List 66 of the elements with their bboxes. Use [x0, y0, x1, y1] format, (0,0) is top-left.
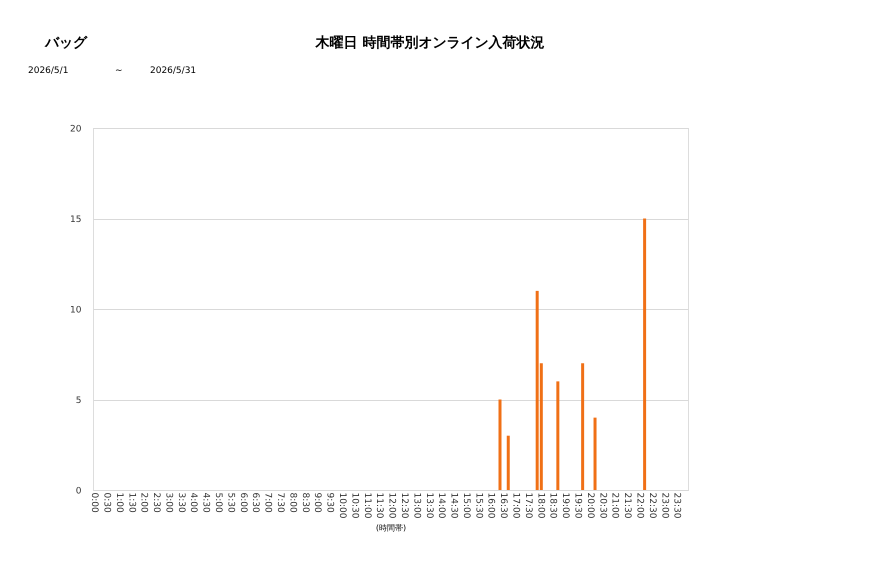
x-tick-label: 5:00: [213, 492, 224, 513]
bar: [643, 218, 646, 490]
x-tick-label: 1:30: [126, 492, 136, 513]
bar: [581, 363, 584, 490]
x-tick-label: 13:00: [411, 492, 422, 519]
y-tick-label: 20: [70, 124, 82, 134]
x-tick-label: 13:30: [424, 492, 434, 519]
bar: [498, 400, 502, 490]
x-tick-label: 2:30: [151, 492, 162, 513]
x-tick-label: 22:30: [646, 492, 657, 519]
x-tick-label: 1:00: [114, 492, 124, 513]
x-tick-label: 16:30: [498, 492, 508, 519]
x-tick-label: 15:00: [460, 492, 471, 519]
x-tick-label: 4:30: [200, 492, 211, 513]
bar: [594, 418, 597, 490]
x-tick-label: 6:00: [238, 492, 248, 513]
text: バッグ: [44, 35, 88, 51]
x-tick-label: 20:30: [597, 492, 608, 519]
x-tick-label: 14:30: [448, 492, 459, 519]
y-tick-label: 10: [70, 306, 82, 316]
x-tick-label: 11:00: [362, 492, 372, 519]
x-tick-label: 20:00: [584, 492, 595, 519]
x-tick-label: 7:00: [262, 492, 273, 513]
x-tick-label: 17:00: [510, 492, 521, 519]
x-tick-label: 11:30: [374, 492, 384, 519]
y-tick-label: 0: [76, 486, 82, 496]
text: ~: [115, 66, 123, 76]
x-tick-label: 6:30: [250, 492, 260, 513]
y-tick-label: 5: [76, 396, 82, 406]
x-tick-label: 10:30: [349, 492, 360, 519]
x-tick-label: 23:30: [672, 492, 682, 519]
x-tick-label: 18:00: [535, 492, 546, 519]
x-tick-label: 16:00: [486, 492, 496, 519]
x-tick-label: 22:00: [634, 492, 644, 519]
x-tick-label: 9:30: [324, 492, 335, 513]
bar: [506, 436, 510, 490]
x-tick-label: 21:00: [610, 492, 620, 519]
x-tick-label: 8:00: [287, 492, 298, 513]
x-tick-label: 10:00: [336, 492, 347, 519]
text: 2026/5/1: [28, 66, 68, 76]
x-tick-label: 19:30: [572, 492, 583, 519]
x-tick-label: 8:30: [300, 492, 310, 513]
x-tick-label: 7:30: [275, 492, 286, 513]
chart-title: 木曜日 時間帯別オンライン入荷状況: [314, 35, 544, 51]
x-tick-label: 14:00: [436, 492, 446, 519]
x-tick-label: 5:30: [225, 492, 236, 513]
bar: [556, 381, 560, 490]
x-tick-label: 3:30: [176, 492, 186, 513]
x-tick-label: 19:00: [560, 492, 570, 519]
x-tick-label: 21:30: [622, 492, 632, 519]
x-tick-label: 3:00: [163, 492, 174, 513]
x-tick-label: 17:30: [522, 492, 533, 519]
y-tick-label: 15: [70, 215, 82, 225]
x-tick-label: 0:00: [89, 492, 100, 513]
text: 2026/5/31: [150, 66, 196, 76]
x-axis-title: (時間帯): [376, 523, 406, 532]
x-tick-label: 23:00: [659, 492, 670, 519]
x-tick-label: 2:00: [138, 492, 149, 513]
x-tick-label: 18:30: [548, 492, 558, 519]
bar: [536, 290, 539, 490]
x-tick-label: 9:00: [312, 492, 322, 513]
x-tick-label: 12:30: [398, 492, 409, 519]
x-tick-label: 12:00: [386, 492, 397, 519]
x-tick-label: 4:00: [188, 492, 198, 513]
x-tick-label: 15:30: [473, 492, 484, 519]
x-tick-label: 0:30: [101, 492, 112, 513]
